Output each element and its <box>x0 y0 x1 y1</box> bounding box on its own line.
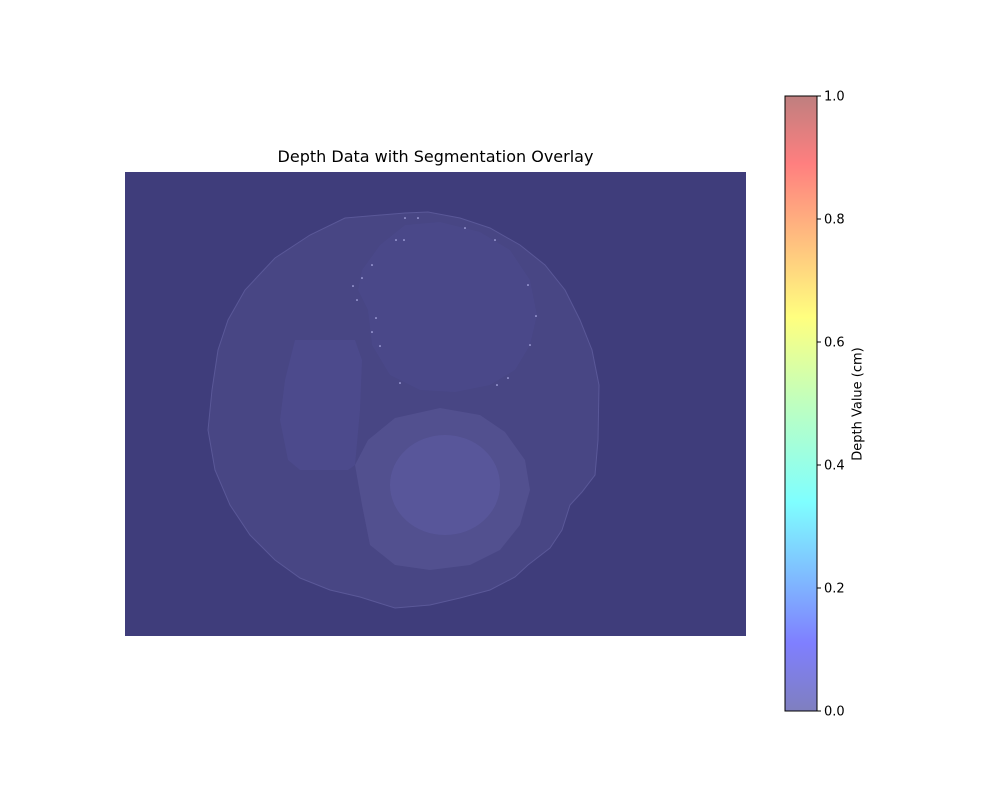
speckle-dot <box>379 345 381 347</box>
colorbar-tick-label: 0.0 <box>824 705 845 720</box>
speckle-dot <box>417 217 419 219</box>
upper-food-region <box>358 222 537 392</box>
speckle-dot <box>395 239 397 241</box>
speckle-dot <box>535 315 537 317</box>
speckle-dot <box>527 284 529 286</box>
colorbar <box>784 95 818 712</box>
colorbar-tick-label: 0.6 <box>824 336 845 351</box>
speckle-dot <box>361 277 363 279</box>
speckle-dot <box>375 317 377 319</box>
speckle-dot <box>404 217 406 219</box>
colorbar-tick-label: 0.4 <box>824 459 845 474</box>
colorbar-tick-label: 0.8 <box>824 213 845 228</box>
colorbar-tick-label: 0.2 <box>824 582 845 597</box>
speckle-dot <box>496 384 498 386</box>
speckle-dot <box>464 227 466 229</box>
edge-speckles <box>352 217 537 386</box>
speckle-dot <box>507 377 509 379</box>
speckle-dot <box>494 239 496 241</box>
colorbar-tick-label: 1.0 <box>824 90 845 105</box>
lower-food-highlight <box>390 435 500 535</box>
speckle-dot <box>371 264 373 266</box>
depth-image <box>125 172 746 636</box>
speckle-dot <box>529 344 531 346</box>
colorbar-ticks: 0.0 0.2 0.4 0.6 0.8 1.0 <box>817 90 845 720</box>
speckle-dot <box>399 382 401 384</box>
left-food-region <box>280 340 362 470</box>
speckle-dot <box>403 239 405 241</box>
speckle-dot <box>371 331 373 333</box>
speckle-dot <box>356 299 358 301</box>
chart-title: Depth Data with Segmentation Overlay <box>277 147 594 166</box>
speckle-dot <box>352 285 354 287</box>
